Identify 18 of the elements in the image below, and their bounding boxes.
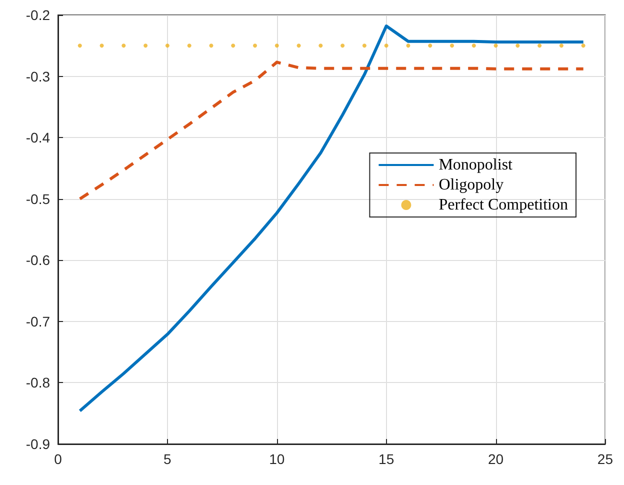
y-tick-label: -0.9 bbox=[26, 436, 50, 452]
legend-label: Perfect Competition bbox=[438, 196, 568, 214]
x-tick-label: 25 bbox=[597, 451, 614, 467]
y-tick-label: -0.4 bbox=[26, 130, 50, 146]
line-series bbox=[78, 24, 585, 412]
x-tick-label: 10 bbox=[269, 451, 285, 467]
x-tick-label: 20 bbox=[488, 451, 504, 467]
y-tick-label: -0.5 bbox=[26, 190, 50, 207]
x-tick-label: 0 bbox=[54, 451, 62, 467]
x-tick-label: 5 bbox=[164, 451, 172, 467]
legend-label: Oligopoly bbox=[438, 176, 504, 194]
legend-label: Monopolist bbox=[438, 156, 514, 174]
y-tick-label: -0.3 bbox=[26, 68, 50, 84]
y-tick-label: -0.8 bbox=[26, 374, 50, 391]
y-tick-label: -0.6 bbox=[26, 252, 50, 268]
y-tick-label: -0.2 bbox=[26, 7, 50, 23]
x-tick-label: 15 bbox=[378, 451, 394, 467]
y-tick-label: -0.7 bbox=[26, 313, 50, 330]
